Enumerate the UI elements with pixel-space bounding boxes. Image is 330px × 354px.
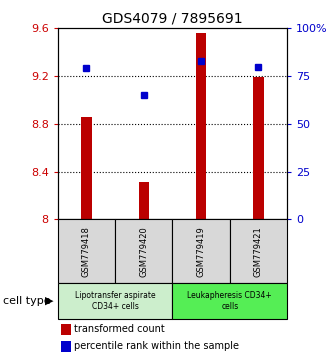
Bar <box>196 33 206 219</box>
Bar <box>230 219 287 283</box>
Text: GSM779419: GSM779419 <box>197 226 206 277</box>
Text: GSM779418: GSM779418 <box>82 226 91 277</box>
Bar <box>115 219 173 283</box>
Bar <box>173 219 230 283</box>
Text: GSM779421: GSM779421 <box>254 226 263 277</box>
Text: percentile rank within the sample: percentile rank within the sample <box>74 341 239 351</box>
Text: Leukapheresis CD34+
cells: Leukapheresis CD34+ cells <box>187 291 272 310</box>
Text: transformed count: transformed count <box>74 324 165 334</box>
Bar <box>173 283 287 319</box>
Bar <box>58 219 115 283</box>
Text: ▶: ▶ <box>45 296 53 306</box>
Bar <box>253 77 264 219</box>
Bar <box>58 283 173 319</box>
Bar <box>139 182 149 219</box>
Title: GDS4079 / 7895691: GDS4079 / 7895691 <box>102 12 243 26</box>
Text: Lipotransfer aspirate
CD34+ cells: Lipotransfer aspirate CD34+ cells <box>75 291 155 310</box>
Text: cell type: cell type <box>3 296 51 306</box>
Bar <box>81 117 92 219</box>
Text: GSM779420: GSM779420 <box>139 226 148 277</box>
